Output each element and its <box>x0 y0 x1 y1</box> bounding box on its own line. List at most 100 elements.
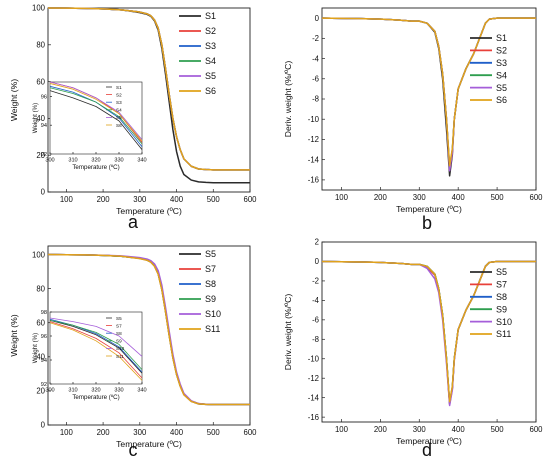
series-line-s11 <box>47 253 250 406</box>
y-tick-label: 94 <box>41 123 47 129</box>
inset-panel-c: 300 310 320 330 340 92 94 96 98 Temperature (ºC) W… <box>32 310 147 401</box>
legend-label-s5: S5 <box>205 249 216 259</box>
series-line-s5 <box>49 81 143 140</box>
legend-label-s10: S10 <box>496 317 512 327</box>
legend-label-s9: S9 <box>496 304 507 314</box>
panel-c: 100 200 300 400 500 600 0 20 40 60 80 100 Temperatur… <box>9 245 257 460</box>
y-axis-label: Deriv. weight (%/ºC) <box>283 294 293 371</box>
y-tick-label: -6 <box>312 75 319 84</box>
y-tick-label: 0 <box>315 14 320 23</box>
legend-label-s3: S3 <box>496 58 507 68</box>
inset-frame <box>49 81 143 155</box>
x-tick-label: 200 <box>97 428 111 437</box>
x-tick-label: 300 <box>45 388 54 394</box>
y-tick-label: -12 <box>308 374 319 383</box>
legend-label-s4: S4 <box>205 56 216 66</box>
legend-label-s9: S9 <box>205 294 216 304</box>
x-tick-label: 330 <box>114 388 123 394</box>
y-tick-label: -16 <box>308 413 319 422</box>
legend-label-s8: S8 <box>496 292 507 302</box>
y-axis-label: Deriv. weight (%/ºC) <box>283 61 293 138</box>
legend-label-s6: S6 <box>496 95 507 105</box>
x-tick-label: 600 <box>529 425 543 434</box>
y-tick-label: -14 <box>308 393 320 402</box>
x-tick-label: 310 <box>68 388 77 394</box>
y-tick-label: 20 <box>36 387 45 396</box>
legend-label-s8: S8 <box>205 279 216 289</box>
x-tick-label: 300 <box>413 425 427 434</box>
series-line-s6 <box>47 7 250 171</box>
legend-label-s10: S10 <box>116 346 125 351</box>
y-tick-label: 0 <box>41 188 46 197</box>
plot-frame <box>321 241 537 423</box>
x-axis-label: Temperature (ºC) <box>396 204 462 214</box>
plot-frame <box>47 245 251 426</box>
y-tick-label: 94 <box>41 358 47 364</box>
y-tick-label: -10 <box>308 354 320 363</box>
x-tick-label: 600 <box>243 195 257 204</box>
legend-label-s11: S11 <box>205 324 220 334</box>
legend-label-s1: S1 <box>205 11 216 21</box>
y-tick-label: 40 <box>36 114 45 123</box>
legend-label-s6: S6 <box>116 123 122 128</box>
x-tick-label: 100 <box>335 193 349 202</box>
panel-letter-d: d <box>422 440 432 460</box>
y-tick-label: -2 <box>312 34 319 43</box>
x-tick-label: 500 <box>491 193 505 202</box>
legend-label-s2: S2 <box>116 92 122 97</box>
legend-label-s5: S5 <box>116 316 122 321</box>
y-tick-label: 60 <box>36 77 45 86</box>
series-line-s9 <box>49 320 143 370</box>
y-tick-label: -4 <box>312 296 320 305</box>
legend-label-s4: S4 <box>116 108 122 113</box>
x-tick-label: 100 <box>335 425 349 434</box>
x-tick-label: 320 <box>91 158 100 164</box>
x-axis-label: Temperature (ºC) <box>116 206 182 216</box>
x-tick-label: 200 <box>374 425 388 434</box>
x-tick-label: 500 <box>491 425 505 434</box>
series-line-s5 <box>49 320 143 374</box>
y-axis-label: Weight (%) <box>32 333 39 364</box>
legend-label-s4: S4 <box>496 70 507 80</box>
legend-label-s3: S3 <box>205 41 216 51</box>
legend-label-s5: S5 <box>205 71 216 81</box>
y-tick-label: -12 <box>308 135 319 144</box>
plot-frame <box>47 7 251 193</box>
y-axis-label: Weight (%) <box>9 79 19 121</box>
y-tick-label: -8 <box>312 335 319 344</box>
legend-label-s1: S1 <box>496 33 507 43</box>
y-tick-label: 100 <box>32 4 46 13</box>
x-tick-label: 310 <box>68 158 77 164</box>
y-tick-label: 40 <box>36 353 45 362</box>
legend-label-s9: S9 <box>116 339 122 344</box>
legend-label-s1: S1 <box>116 85 122 90</box>
x-tick-label: 400 <box>452 193 466 202</box>
series-line-s10 <box>49 317 143 357</box>
legend-label-s2: S2 <box>205 26 216 36</box>
y-tick-label: -16 <box>308 176 319 185</box>
x-tick-label: 100 <box>60 428 74 437</box>
x-axis-label: Temperature (ºC) <box>72 164 119 171</box>
x-tick-label: 500 <box>207 428 221 437</box>
inset-panel-a: 300 310 320 330 340 92 94 96 Temperature (ºC) Wei… <box>32 81 147 171</box>
x-axis-label: Temperature (ºC) <box>116 439 182 449</box>
legend-label-s7: S7 <box>496 280 507 290</box>
x-tick-label: 300 <box>45 158 54 164</box>
panel-d: 100 200 300 400 500 600 -16 -14 -12 -10 -8 -6 -4 -2 0 2… <box>283 238 543 460</box>
panel-letter-a: a <box>128 212 139 232</box>
x-tick-label: 300 <box>133 195 147 204</box>
x-tick-label: 340 <box>137 388 146 394</box>
y-tick-label: -2 <box>312 277 319 286</box>
legend-label-s5: S5 <box>496 267 507 277</box>
y-tick-label: 96 <box>41 334 47 340</box>
y-tick-label: 0 <box>315 257 320 266</box>
y-tick-label: 80 <box>36 41 45 50</box>
legend-label-s11: S11 <box>116 354 124 359</box>
legend-label-s7: S7 <box>116 323 122 328</box>
legend-label-s10: S10 <box>205 309 221 319</box>
y-tick-label: 20 <box>36 151 45 160</box>
series-line-s6 <box>49 83 143 142</box>
y-tick-label: 2 <box>315 238 319 247</box>
series-line-s7 <box>49 321 143 379</box>
